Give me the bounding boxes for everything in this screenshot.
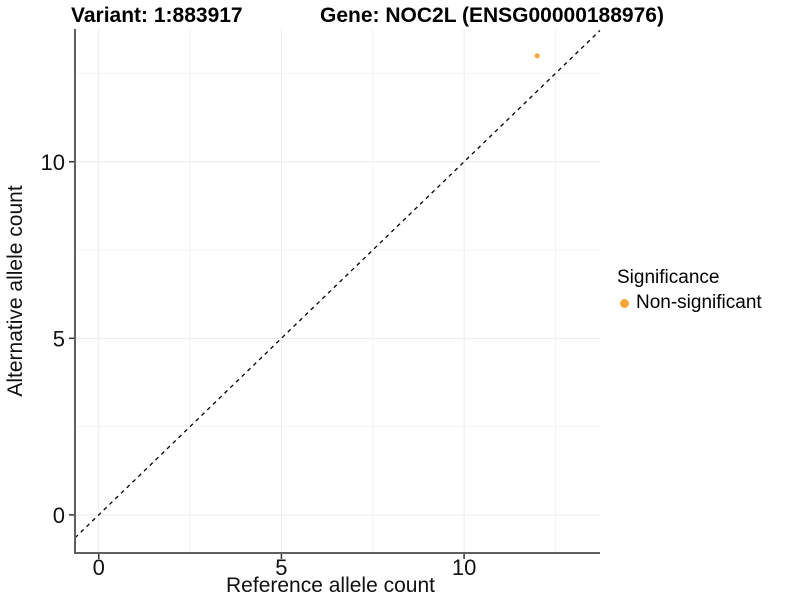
legend-item-non-significant: Non-significant xyxy=(616,292,762,314)
x-axis-title: Reference allele count xyxy=(226,574,435,597)
x-tick-label: 0 xyxy=(93,555,105,580)
y-tick-label: 10 xyxy=(41,150,65,175)
legend: Significance Non-significant xyxy=(616,266,762,314)
y-tick-label: 5 xyxy=(53,326,65,351)
legend-title: Significance xyxy=(617,267,720,288)
y-tick-label: 0 xyxy=(53,503,65,528)
legend-swatch-circle-icon xyxy=(620,298,629,308)
data-point xyxy=(534,53,540,59)
x-tick-label: 5 xyxy=(275,555,287,580)
x-tick-label: 10 xyxy=(452,555,476,580)
plot-title-variant: Variant: 1:883917 xyxy=(71,4,243,27)
identity-dashed-line xyxy=(74,29,601,539)
plot-title-gene: Gene: NOC2L (ENSG00000188976) xyxy=(320,4,664,27)
legend-item-label: Non-significant xyxy=(636,292,762,313)
plot-title: Variant: 1:883917 Gene: NOC2L (ENSG00000… xyxy=(0,4,800,30)
y-axis-title: Alternative allele count xyxy=(4,185,27,396)
